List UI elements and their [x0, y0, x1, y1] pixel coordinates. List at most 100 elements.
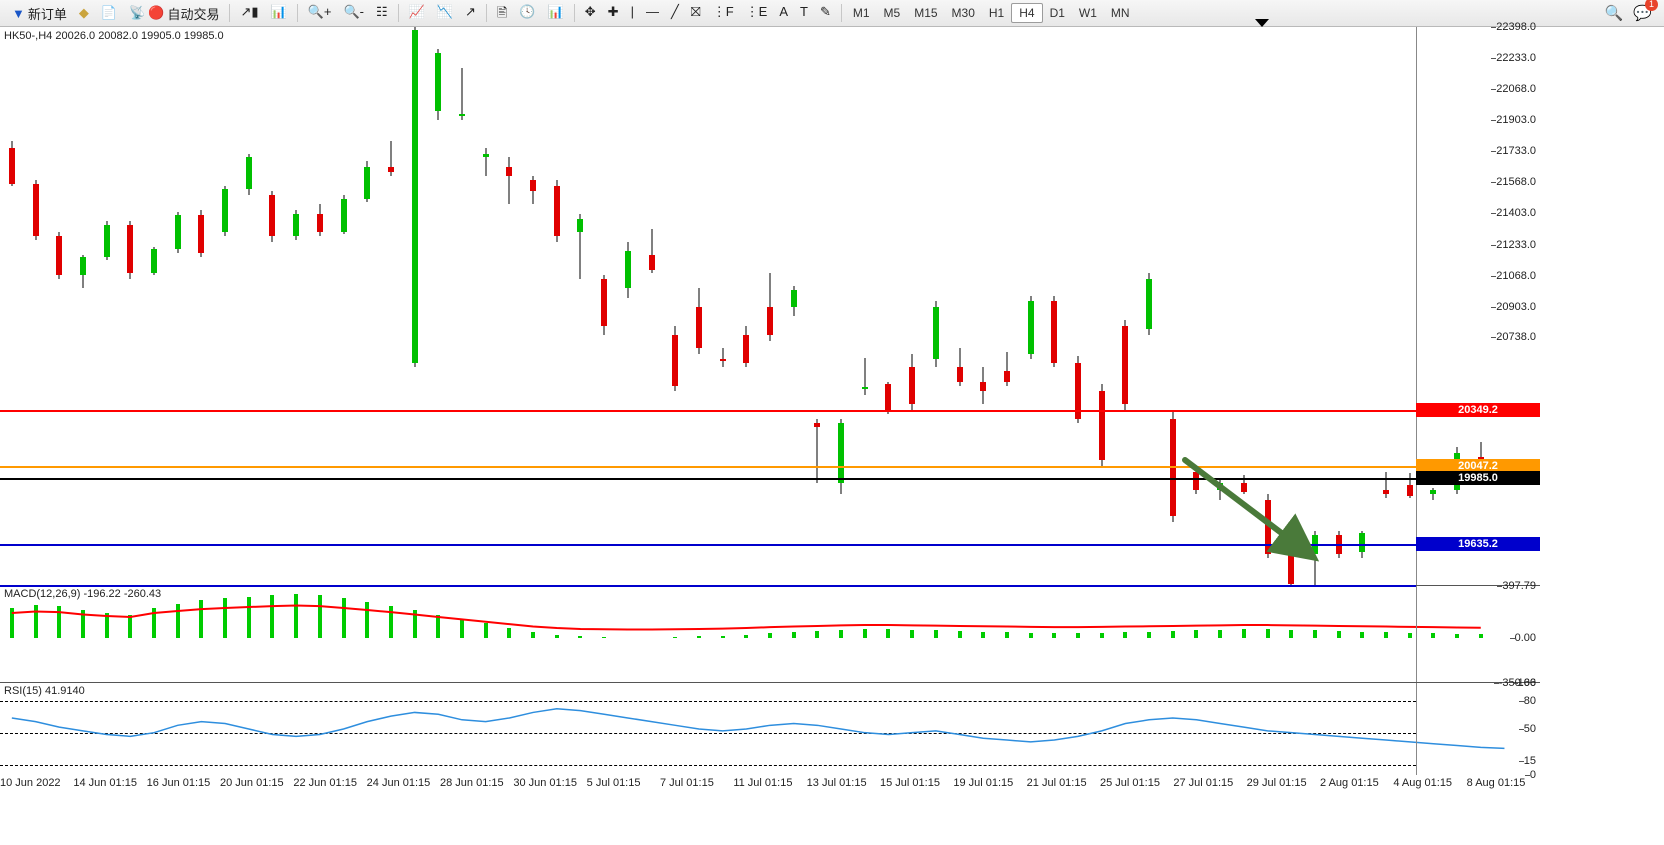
timeframe-d1[interactable]: D1 — [1043, 4, 1072, 22]
object-list-icon[interactable]: ✎ — [814, 2, 837, 25]
candle-body[interactable] — [933, 307, 939, 359]
crosshair-icon[interactable]: ✚ — [602, 2, 625, 25]
candle-body[interactable] — [554, 186, 560, 236]
candle-body[interactable] — [269, 195, 275, 236]
candle-body[interactable] — [601, 279, 607, 326]
candle-body[interactable] — [1146, 279, 1152, 329]
candle-wick[interactable] — [722, 348, 723, 367]
candle-body[interactable] — [767, 307, 773, 335]
candle-body[interactable] — [980, 382, 986, 391]
candle-body[interactable] — [341, 199, 347, 233]
candle-body[interactable] — [175, 215, 181, 249]
chart-properties-icon[interactable]: 📊 — [265, 2, 293, 25]
candle-body[interactable] — [1265, 500, 1271, 554]
zoom-in-icon[interactable]: 🔍+ — [302, 2, 338, 25]
candle-body[interactable] — [1028, 301, 1034, 353]
candle-body[interactable] — [649, 255, 655, 270]
candle-body[interactable] — [743, 335, 749, 363]
trendline-icon[interactable]: ╱ — [665, 2, 685, 25]
text-box-icon[interactable]: T — [794, 2, 814, 25]
dots-f-icon[interactable]: ⋮F — [707, 2, 740, 25]
candle-body[interactable] — [720, 359, 726, 361]
candle-body[interactable] — [530, 180, 536, 191]
support-19635-label[interactable]: 19635.2 — [1416, 537, 1540, 551]
timeframe-w1[interactable]: W1 — [1072, 4, 1104, 22]
auto-trading-toggle[interactable]: 📡 🔴 自动交易 — [123, 2, 225, 25]
candle-body[interactable] — [151, 249, 157, 273]
bar-chart-icon[interactable]: 📈 — [403, 2, 431, 25]
candle-body[interactable] — [1193, 472, 1199, 491]
rsi-line[interactable] — [0, 683, 1540, 775]
rsi-panel[interactable]: RSI(15) 41.9140 100 80 50 15 0 — [0, 683, 1540, 775]
grid-icon[interactable]: ☷ — [370, 2, 394, 25]
candle-body[interactable] — [696, 307, 702, 348]
chat-icon[interactable]: 💬 1 — [1633, 4, 1652, 22]
resistance-line-20349[interactable] — [0, 410, 1416, 412]
candle-body[interactable] — [9, 148, 15, 184]
candle-body[interactable] — [625, 251, 631, 288]
candle-body[interactable] — [198, 215, 204, 252]
vline-icon[interactable]: | — [625, 2, 640, 25]
tools-icon-2[interactable]: 📄 — [95, 2, 123, 25]
timeframe-m30[interactable]: M30 — [945, 4, 982, 22]
cursor-icon[interactable]: ✥ — [579, 2, 602, 25]
candle-body[interactable] — [104, 225, 110, 257]
candle-body[interactable] — [1288, 554, 1294, 584]
candle-wick[interactable] — [509, 157, 510, 204]
support-line-19635[interactable] — [0, 544, 1416, 546]
timeframe-h1[interactable]: H1 — [982, 4, 1011, 22]
rsi-axis[interactable]: 100 80 50 15 0 — [1416, 683, 1540, 775]
candle-body[interactable] — [1383, 490, 1389, 494]
search-icon[interactable]: 🔍 — [1605, 4, 1624, 22]
timeframe-mn[interactable]: MN — [1104, 4, 1137, 22]
new-order-button[interactable]: ▼ 新订单 — [6, 2, 73, 25]
macd-axis[interactable]: 397.79 0.00 -350.66 — [1416, 586, 1540, 682]
timeframe-m15[interactable]: M15 — [907, 4, 944, 22]
candle-body[interactable] — [435, 53, 441, 111]
level-line-19985[interactable] — [0, 478, 1416, 480]
candle-body[interactable] — [577, 219, 583, 232]
candle-wick[interactable] — [485, 148, 486, 176]
line-chart-icon[interactable]: ↗ — [459, 2, 482, 25]
candle-body[interactable] — [1004, 371, 1010, 382]
tools-icon-1[interactable]: ◆ — [73, 2, 95, 25]
candles-area[interactable] — [0, 27, 1540, 585]
candle-body[interactable] — [862, 387, 868, 388]
candle-body[interactable] — [791, 290, 797, 307]
candle-body[interactable] — [672, 335, 678, 385]
zoom-out-icon[interactable]: 🔍- — [337, 2, 370, 25]
candle-body[interactable] — [246, 157, 252, 189]
candle-body[interactable] — [56, 236, 62, 275]
indicators-icon[interactable]: 📊 — [542, 2, 570, 25]
level-19985-label[interactable]: 19985.0 — [1416, 471, 1540, 485]
candle-body[interactable] — [483, 154, 489, 158]
candle-body[interactable] — [222, 189, 228, 232]
candle-body[interactable] — [33, 184, 39, 236]
fibonacci-icon[interactable]: ⛝ — [685, 2, 707, 25]
macd-signal-line[interactable] — [0, 586, 1540, 683]
timeframe-h4[interactable]: H4 — [1011, 3, 1042, 23]
candle-body[interactable] — [127, 225, 133, 274]
macd-panel[interactable]: MACD(12,26,9) -196.22 -260.43 397.79 0.00… — [0, 586, 1540, 683]
candle-chart-icon[interactable]: 📉 — [431, 2, 459, 25]
timeframe-m1[interactable]: M1 — [846, 4, 877, 22]
price-axis[interactable]: 22398.0 22233.0 22068.0 21903.0 21733.0 21568… — [1416, 27, 1540, 585]
dots-e-icon[interactable]: ⋮E — [740, 2, 774, 25]
candle-body[interactable] — [909, 367, 915, 404]
pivot-line-20047[interactable] — [0, 466, 1416, 468]
candle-wick[interactable] — [817, 419, 818, 483]
candlestick-chart[interactable]: HK50-,H4 20026.0 20082.0 19905.0 19985.0… — [0, 27, 1540, 586]
candle-wick[interactable] — [462, 68, 463, 120]
new-chart-icon[interactable]: ↗▮ — [234, 2, 264, 25]
time-cursor-marker[interactable] — [1255, 19, 1269, 27]
time-periods-icon[interactable]: 🕓 — [513, 2, 541, 25]
candle-body[interactable] — [1122, 326, 1128, 405]
insert-template-icon[interactable]: 🖹 — [491, 2, 513, 25]
candle-body[interactable] — [317, 214, 323, 233]
candle-body[interactable] — [1217, 483, 1223, 490]
candle-body[interactable] — [1241, 483, 1247, 492]
candle-body[interactable] — [459, 114, 465, 116]
hline-icon[interactable]: — — [640, 2, 665, 25]
candle-body[interactable] — [885, 384, 891, 410]
candle-body[interactable] — [838, 423, 844, 483]
